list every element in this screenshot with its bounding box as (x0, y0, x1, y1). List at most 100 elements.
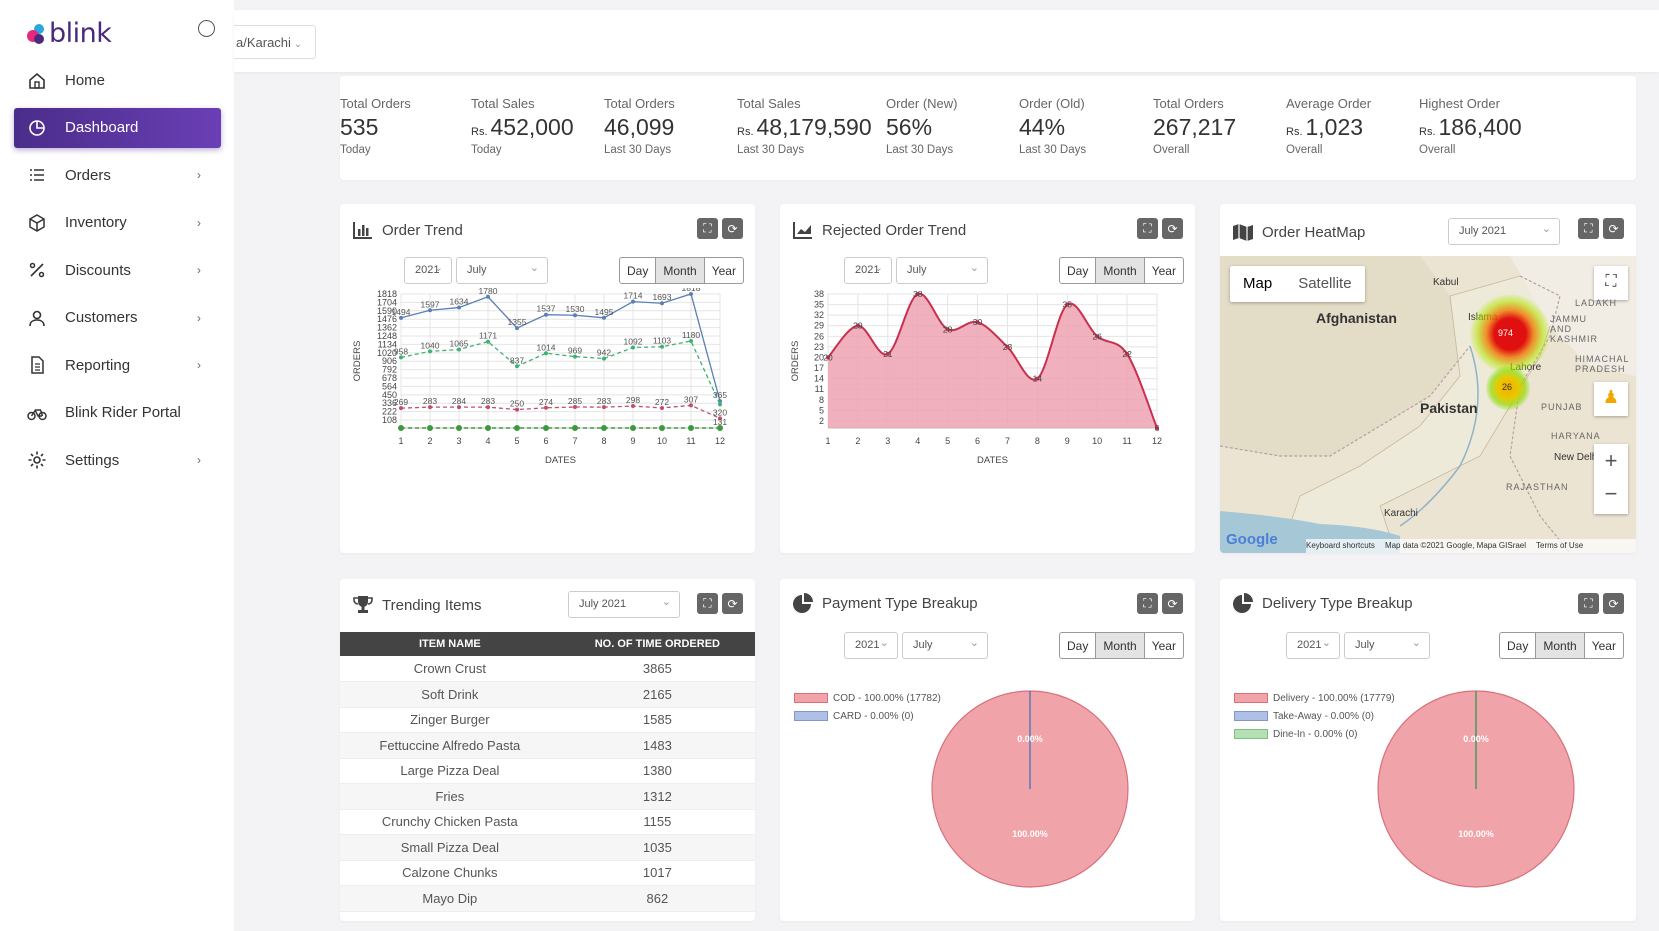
data-point[interactable] (1005, 344, 1010, 349)
day-button[interactable]: Day (1500, 633, 1537, 658)
refresh-icon[interactable]: ⟳ (722, 218, 743, 239)
data-point[interactable] (457, 305, 461, 310)
data-point[interactable] (514, 425, 520, 431)
legend-entry[interactable]: Delivery - 100.00% (17779) (1234, 689, 1395, 707)
sidebar-item-home[interactable]: Home (14, 60, 221, 100)
data-point[interactable] (915, 292, 920, 296)
data-point[interactable] (572, 425, 578, 431)
data-point[interactable] (631, 345, 635, 350)
data-point[interactable] (457, 405, 461, 410)
data-point[interactable] (945, 327, 950, 332)
sidebar-toggle-icon[interactable] (198, 20, 215, 37)
data-point[interactable] (631, 404, 635, 409)
month-button[interactable]: Month (1096, 633, 1145, 658)
data-point[interactable] (689, 403, 693, 408)
month-select[interactable]: July (896, 257, 988, 284)
data-point[interactable] (515, 407, 519, 412)
month-button[interactable]: Month (1536, 633, 1585, 658)
month-button[interactable]: Month (1096, 258, 1145, 283)
refresh-icon[interactable]: ⟳ (1603, 218, 1624, 239)
refresh-icon[interactable]: ⟳ (722, 593, 743, 614)
sidebar-item-discounts[interactable]: Discounts › (14, 250, 221, 290)
sidebar-item-dashboard[interactable]: Dashboard (14, 107, 221, 148)
data-point[interactable] (718, 402, 722, 407)
year-select[interactable]: 2021 (844, 632, 898, 659)
trending-month-select[interactable]: July 2021 (568, 591, 680, 618)
data-point[interactable] (689, 339, 693, 344)
data-point[interactable] (885, 351, 890, 356)
data-point[interactable] (544, 351, 548, 356)
data-point[interactable] (601, 425, 607, 431)
data-point[interactable] (399, 315, 403, 320)
data-point[interactable] (826, 355, 830, 360)
data-point[interactable] (515, 326, 519, 331)
zoom-out-icon[interactable]: − (1604, 481, 1618, 506)
data-point[interactable] (399, 406, 403, 411)
refresh-icon[interactable]: ⟳ (1162, 218, 1183, 239)
heat-cluster-large[interactable] (1470, 294, 1550, 374)
day-button[interactable]: Day (620, 258, 657, 283)
data-point[interactable] (427, 425, 433, 431)
month-button[interactable]: Month (656, 258, 705, 283)
timezone-select[interactable]: a/Karachi ⌄ (234, 25, 316, 59)
brand-logo[interactable]: blink (26, 18, 112, 49)
data-point[interactable] (515, 364, 519, 369)
expand-icon[interactable]: ⛶ (1578, 218, 1599, 239)
data-point[interactable] (486, 339, 490, 344)
year-button[interactable]: Year (1591, 639, 1616, 653)
data-point[interactable] (573, 354, 577, 359)
data-point[interactable] (630, 425, 636, 431)
data-point[interactable] (660, 301, 664, 306)
expand-icon[interactable]: ⛶ (1137, 593, 1158, 614)
data-point[interactable] (486, 294, 490, 299)
data-point[interactable] (718, 416, 722, 421)
expand-icon[interactable]: ⛶ (1578, 593, 1599, 614)
keyboard-shortcuts-link[interactable]: Keyboard shortcuts (1306, 541, 1375, 550)
data-point[interactable] (689, 292, 693, 296)
day-button[interactable]: Day (1060, 258, 1097, 283)
year-button[interactable]: Year (711, 264, 736, 278)
sidebar-item-customers[interactable]: Customers › (14, 298, 221, 338)
legend-entry[interactable]: Take-Away - 0.00% (0) (1234, 707, 1395, 725)
data-point[interactable] (855, 323, 860, 328)
sidebar-item-settings[interactable]: Settings › (14, 440, 221, 480)
data-point[interactable] (1065, 302, 1070, 307)
sidebar-item-reporting[interactable]: Reporting › (14, 345, 221, 385)
data-point[interactable] (1155, 426, 1159, 430)
data-point[interactable] (543, 425, 549, 431)
year-button[interactable]: Year (1151, 264, 1176, 278)
sidebar-item-inventory[interactable]: Inventory › (14, 203, 221, 243)
data-point[interactable] (688, 425, 694, 431)
data-point[interactable] (544, 405, 548, 410)
expand-icon[interactable]: ⛶ (1137, 218, 1158, 239)
satellite-tab[interactable]: Satellite (1298, 275, 1352, 292)
data-point[interactable] (399, 355, 403, 360)
legend-entry[interactable]: Dine-In - 0.00% (0) (1234, 725, 1395, 743)
data-point[interactable] (602, 405, 606, 410)
sidebar-item-orders[interactable]: Orders › (14, 155, 221, 195)
data-point[interactable] (428, 405, 432, 410)
data-point[interactable] (456, 425, 462, 431)
data-point[interactable] (660, 405, 664, 410)
legend-entry[interactable]: COD - 100.00% (17782) (794, 689, 941, 707)
month-select[interactable]: July (1344, 632, 1430, 659)
data-point[interactable] (717, 425, 723, 431)
month-select[interactable]: July (456, 257, 548, 284)
map-view[interactable]: Map Satellite ⛶ Afghanistan Pakistan Kab… (1220, 256, 1636, 553)
data-point[interactable] (485, 425, 491, 431)
legend-entry[interactable]: CARD - 0.00% (0) (794, 707, 941, 725)
data-point[interactable] (1035, 376, 1040, 381)
expand-icon[interactable]: ⛶ (697, 593, 718, 614)
refresh-icon[interactable]: ⟳ (1603, 593, 1624, 614)
day-button[interactable]: Day (1060, 633, 1097, 658)
data-point[interactable] (398, 425, 404, 431)
data-point[interactable] (602, 315, 606, 320)
data-point[interactable] (660, 344, 664, 349)
month-select[interactable]: July (902, 632, 988, 659)
data-point[interactable] (1125, 351, 1130, 356)
data-point[interactable] (544, 312, 548, 317)
heat-cluster-small[interactable] (1486, 366, 1530, 410)
terms-link[interactable]: Terms of Use (1536, 541, 1584, 550)
data-point[interactable] (457, 347, 461, 352)
data-point[interactable] (573, 313, 577, 318)
